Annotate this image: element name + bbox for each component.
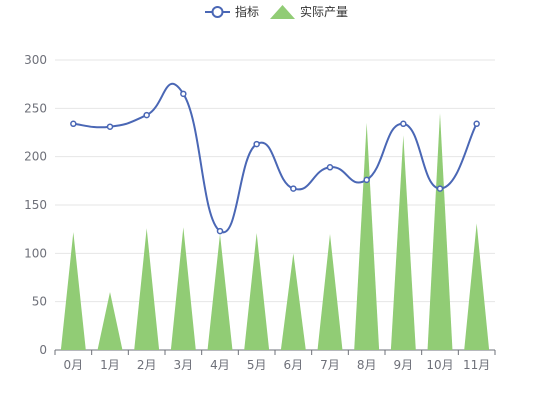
line-point[interactable] [436,185,444,192]
triangle-bar[interactable] [390,135,416,350]
line-point[interactable] [106,123,114,130]
x-tick-label: 2月 [137,358,157,372]
triangle-bar[interactable] [97,292,123,350]
triangle-bar[interactable] [134,228,160,350]
triangle-bars [60,113,490,351]
y-tick-label: 250 [24,101,47,115]
y-tick-label: 100 [24,246,47,260]
legend-triangle-icon [270,5,295,19]
line-point[interactable] [326,164,334,171]
y-tick-label: 50 [32,295,47,309]
x-tick-label: 4月 [210,358,230,372]
legend-label[interactable]: 实际产量 [300,4,348,19]
y-tick-label: 200 [24,150,47,164]
x-tick-label: 7月 [320,358,340,372]
y-axis: 0 50 100 150 200 250 300 [24,53,47,357]
y-tick-label: 0 [39,343,47,357]
triangle-bar[interactable] [280,253,306,350]
x-tick-label: 1月 [100,358,120,372]
x-tick-label: 0月 [64,358,84,372]
line-point[interactable] [253,140,260,148]
line-series [70,83,480,235]
triangle-bar[interactable] [60,232,86,350]
triangle-bar[interactable] [244,233,270,350]
x-axis: 0月 1月 2月 3月 4月 5月 6月 7月 8月 9月 10月 11月 [54,349,496,372]
legend-line-marker-icon [211,6,224,18]
y-tick-label: 300 [24,53,47,67]
x-tick-label: 8月 [357,358,377,372]
line-point[interactable] [216,227,224,235]
triangle-bar[interactable] [317,234,343,350]
triangle-bar[interactable] [464,223,490,350]
x-tick-label: 11月 [463,358,490,372]
grid-lines [55,59,495,303]
x-tick-label: 9月 [394,358,414,372]
line-point[interactable] [290,185,297,192]
line-point[interactable] [400,120,407,128]
line-point[interactable] [143,111,150,119]
triangle-bar[interactable] [170,227,196,350]
line-point[interactable] [473,120,480,128]
line-point[interactable] [180,90,187,98]
y-tick-label: 150 [24,198,47,212]
line-point[interactable] [70,120,77,128]
x-tick-label: 6月 [284,358,304,372]
triangle-bar[interactable] [207,234,233,350]
triangle-bar[interactable] [354,122,380,350]
triangle-bar[interactable] [427,113,453,351]
x-tick-label: 3月 [174,358,194,372]
line-path [73,83,478,234]
x-tick-label: 10月 [426,358,453,372]
legend-label[interactable]: 指标 [235,4,259,19]
line-point[interactable] [363,176,370,184]
x-tick-label: 5月 [247,358,267,372]
legend[interactable]: 指标 实际产量 [205,4,348,19]
